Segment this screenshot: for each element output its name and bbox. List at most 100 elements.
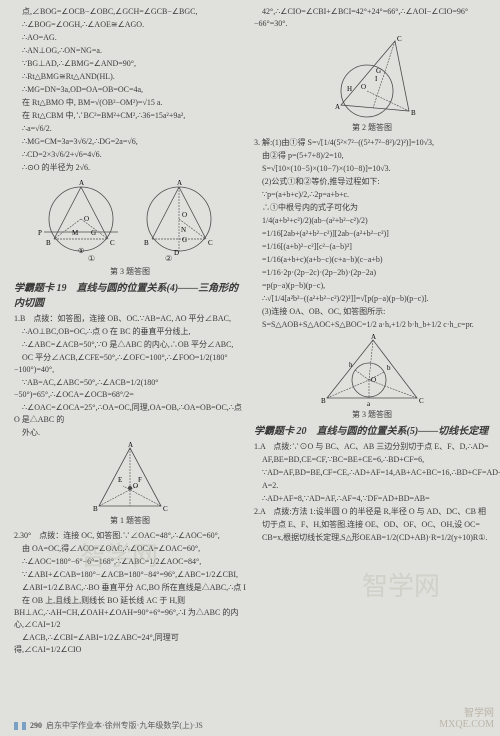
right-column: 42°,∴∠CIO=∠CBI+∠BCI=42°+24°=66°,∴∠AOI−∠C… <box>254 6 490 730</box>
text-line: OC 平分∠ACB,∠CFE=50°,∴∠OFC=100°,∴∠FOO=1/2(… <box>14 352 246 376</box>
footer-text: 启东中学作业本·徐州专版·九年级数学(上)·JS <box>46 720 203 732</box>
text-line: ∴∠OAC=∠OCA=25°,∴OA=OC,同理,OA=OB,∴OA=OB=OC… <box>14 402 246 426</box>
text-line: ∵p=(a+b+c)/2,∴2p=a+b+c. <box>254 189 490 201</box>
svg-text:H: H <box>347 85 352 93</box>
circle-diagram-1: A B C P O M G ① <box>36 177 126 255</box>
svg-text:O: O <box>182 211 187 219</box>
svg-text:B: B <box>93 505 98 513</box>
text-line: 在 Rt△CBM 中,∵BC²=BM²+CM²,∴36=15a²+9a², <box>14 110 246 122</box>
text-line: =p(p−a)(p−b)(p−c), <box>254 280 490 292</box>
text-line: 切于点 E、F、H,如答图.连接 OE、OD、OF、OC、OH,设 OC= <box>254 519 490 531</box>
svg-text:h: h <box>349 361 353 369</box>
svg-text:A: A <box>128 442 133 449</box>
text-line: (3)连接 OA、OB、OC, 如答图所示: <box>254 306 490 318</box>
text-line: ∴AD+AF=8,∵AD=AF,∴AF=4,∵DF=AD+BD=AB= <box>254 493 490 505</box>
text-line: ∴√[1/4[a²b²−((a²+b²−c²)/2)²]]=√[p(p−a)(p… <box>254 293 490 305</box>
watermark-line: 智学网 <box>439 708 494 719</box>
svg-text:C: C <box>419 397 424 405</box>
svg-text:C: C <box>110 239 115 247</box>
svg-text:B: B <box>321 397 326 405</box>
sublabel: ② <box>165 253 172 265</box>
svg-text:N: N <box>181 226 186 234</box>
watermark-corner: 智学网 MXQE.COM <box>439 708 494 730</box>
text-line: S=S△AOB+S△AOC+S△BOC=1/2 a·hₐ+1/2 b·h_b+1… <box>254 319 490 331</box>
text-line: AF,BE=BD,CE=CF,∵BC=BE+CE=6,∴BD+CF=6, <box>254 454 490 466</box>
text-line: ∠ACB,∴∠CBI=∠ABI=1/2∠ABC=24°,同理可得,∠CAI=1/… <box>14 632 246 656</box>
watermark-line: MXQE.COM <box>439 719 494 730</box>
text-line: ∴CD=2×3√6/2+√6=4√6. <box>14 149 246 161</box>
text-line: =1/16·2p·(2p−2c)·(2p−2b)·(2p−2a) <box>254 267 490 279</box>
figure-caption: 第 2 题答图 <box>352 122 392 134</box>
text-line: ∴∠BOG=∠OGH,∴∠AOE≅∠AGO. <box>14 19 246 31</box>
svg-text:A: A <box>371 334 376 341</box>
text-line: ∴①中根号内的式子可化为 <box>254 202 490 214</box>
svg-text:b: b <box>387 364 391 372</box>
left-column: 点,∠BOG=∠OCB−∠OBC,∠GCH=∠GCB−∠BGC, ∴∠BOG=∠… <box>14 6 246 730</box>
text-line: 在 Rt△BMO 中, BM=√(OB²−OM²)=√15 a. <box>14 97 246 109</box>
figure-caption: 第 1 题答图 <box>110 515 150 527</box>
page-footer: 290 启东中学作业本·徐州专版·九年级数学(上)·JS <box>14 720 203 732</box>
text-line: ∴∠ABC=∠ACB=50°,∵O 是△ABC 的内心,∴OB 平分∠ABC, <box>14 339 246 351</box>
text-line: ∴∠AOC=180°−6°−6°=168°,∴∠ABC=1/2∠AOC=84°, <box>14 556 246 568</box>
svg-text:G: G <box>182 236 187 244</box>
text-line: 由②得 p=(5+7+8)/2=10, <box>254 150 490 162</box>
incircle-diagram: A B C O a h b <box>317 334 427 408</box>
text-line: A=2. <box>254 480 490 492</box>
svg-text:G: G <box>91 229 96 237</box>
svg-text:a: a <box>367 400 371 408</box>
triangle-circle-diagram: C A B O I H G <box>317 33 427 121</box>
text-line: 2.30° 点拨：连接 OC, 如答图.∵∠OAC=48°,∴∠AOC=60°, <box>14 530 246 542</box>
text-line: ∴AN⊥OG,∴ON=NG=a. <box>14 45 246 57</box>
text-line: ∠ABI=1/2∠BAC,∴BO 垂直平分 AC,BO 所在直线是△ABC,∴点… <box>14 582 246 594</box>
circle-diagram-2: A B C D O N G ② <box>134 177 224 255</box>
text-line: ∴AO⊥BC,OB=OC,∴点 O 在 BC 的垂直平分线上, <box>14 326 246 338</box>
svg-text:P: P <box>38 229 42 237</box>
text-line: 在 OB 上,且线上,则线长 BO 延长线 AC 于 H,则 BH⊥AC,∴AH… <box>14 595 246 631</box>
figure-3-left: A B C P O M G ① A B <box>14 177 246 278</box>
svg-text:F: F <box>138 476 142 484</box>
text-line: =1/16[2ab+(a²+b²−c²)][2ab−(a²+b²−c²)] <box>254 228 490 240</box>
svg-text:E: E <box>118 476 122 484</box>
section-title-20: 学霸题卡 20 直线与圆的位置关系(5)——切线长定理 <box>254 424 490 439</box>
text-line: (2)公式①和②等价,推导过程如下: <box>254 176 490 188</box>
sublabel: ① <box>88 253 95 265</box>
figure-caption: 第 3 题答图 <box>110 266 150 278</box>
page-number: 290 <box>30 720 42 732</box>
text-line: 1/4(a+b²+c²)/2)(ab−(a²+b²−c²)/2) <box>254 215 490 227</box>
svg-text:A: A <box>335 103 340 111</box>
svg-text:C: C <box>397 35 402 43</box>
text-line: 点,∠BOG=∠OCB−∠OBC,∠GCH=∠GCB−∠BGC, <box>14 6 246 18</box>
text-line: ∴Rt△BMG≅Rt△AND(HL). <box>14 71 246 83</box>
text-line: CB=x,根据切线长定理,S△形OEAB=1/2(CD+AB)·R=1/2(y+… <box>254 532 490 544</box>
figure-2-right: C A B O I H G 第 2 题答图 <box>254 33 490 134</box>
svg-text:I: I <box>375 75 378 83</box>
svg-text:B: B <box>46 239 51 247</box>
text-line: ∴a=√6/2. <box>14 123 246 135</box>
svg-text:M: M <box>72 229 79 237</box>
footer-bar-icon <box>14 722 18 730</box>
svg-text:O: O <box>361 83 366 91</box>
text-line: 1.B 点拨：如答图，连接 OB、OC.∵AB=AC, AO 平分∠BAC, <box>14 313 246 325</box>
triangle-diagram: A B C O F E <box>85 442 175 514</box>
text-line: =1/16[(a+b)²−c²][c²−(a−b)²] <box>254 241 490 253</box>
svg-text:B: B <box>411 109 416 117</box>
svg-text:A: A <box>177 179 182 187</box>
svg-text:①: ① <box>78 247 84 255</box>
text-line: S=√[10×(10−5)×(10−7)×(10−8)]=10√3. <box>254 163 490 175</box>
text-line: ∴MG=CM=3a=3√6/2,∴DG=2a=√6, <box>14 136 246 148</box>
text-line: ∵∠ABI+∠CAB=180°−∠ACB=180°−84°=96°,∠ABC=1… <box>14 569 246 581</box>
svg-text:B: B <box>144 239 149 247</box>
svg-text:G: G <box>376 67 381 75</box>
text-line: ∴AO=AG. <box>14 32 246 44</box>
text-line: ∴MG=DN=3a,OD=OA=OB=OC=4a, <box>14 84 246 96</box>
text-line: ∵AD=AF,BD=BE,CF=CE,∴AD+AF=14,AB+AC+BC=16… <box>254 467 490 479</box>
text-line: 42°,∴∠CIO=∠CBI+∠BCI=42°+24°=66°,∴∠AOI−∠C… <box>254 6 490 30</box>
text-line: 1.A 点拨:∵⊙O 与 BC、AC、AB 三边分别切于点 E、F、D,∴AD= <box>254 441 490 453</box>
text-line: 3. 解:(1)由①得 S=√[1/4(5²×7²−((5²+7²−8²)/2)… <box>254 137 490 149</box>
text-line: ∴⊙O 的半径为 2√6. <box>14 162 246 174</box>
section-title-19: 学霸题卡 19 直线与圆的位置关系(4)——三角形的内切圆 <box>14 281 246 311</box>
text-line: 由 OA=OC,得∠ACO=∠OAC,∴∠OCA=∠OAC=60°, <box>14 543 246 555</box>
svg-text:C: C <box>208 239 213 247</box>
figure-1-left: A B C O F E 第 1 题答图 <box>14 442 246 527</box>
text-line: ∵BG⊥AD,∴∠BMG=∠AND=90°, <box>14 58 246 70</box>
